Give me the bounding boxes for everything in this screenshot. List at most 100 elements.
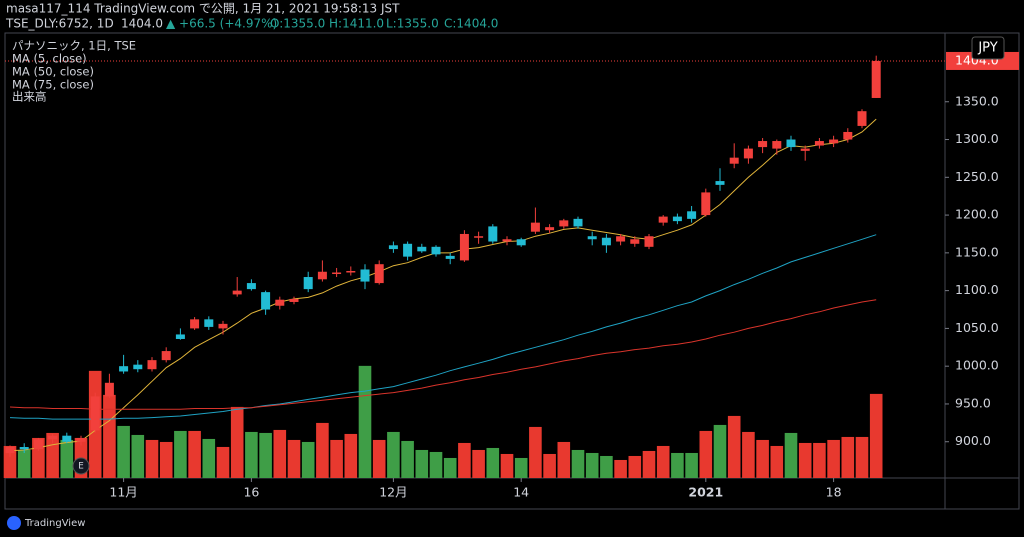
earnings-marker: E <box>78 462 84 472</box>
volume-bar <box>60 439 74 478</box>
volume-bar <box>358 365 372 478</box>
candle-body <box>62 435 72 442</box>
candle-body <box>104 382 114 397</box>
logo-icon <box>7 516 21 530</box>
legend-title: パナソニック, 1日, TSE <box>12 39 136 53</box>
volume-bar <box>557 441 571 478</box>
volume-bar <box>585 452 599 478</box>
candle-body <box>573 218 583 227</box>
candle-body <box>871 60 881 98</box>
y-tick-label: 1000.0 <box>955 358 999 373</box>
volume-bar <box>174 430 187 478</box>
candle-body <box>687 211 697 219</box>
volume-bar <box>131 434 145 478</box>
candle-body <box>190 319 200 329</box>
volume-bar <box>216 446 230 478</box>
y-tick-label: 1300.0 <box>955 131 999 146</box>
y-tick-label: 1050.0 <box>955 320 999 335</box>
volume-bar <box>600 455 613 478</box>
candle-body <box>672 216 682 222</box>
candle-body <box>161 351 171 361</box>
volume-bar <box>813 442 826 478</box>
candle-body <box>246 283 256 290</box>
candle-body <box>644 236 654 247</box>
volume-bar <box>330 439 343 478</box>
volume-bar <box>529 426 542 478</box>
y-tick-label: 950.0 <box>955 395 991 410</box>
candle-body <box>232 290 242 295</box>
currency-button[interactable] <box>971 36 1005 60</box>
volume-bar <box>628 455 642 478</box>
volume-bar <box>685 452 698 478</box>
candle-body <box>488 226 498 242</box>
candle-body <box>758 141 768 148</box>
ohlc-high: H:1411.0 <box>329 17 384 31</box>
volume-bar <box>614 459 627 478</box>
candle-body <box>133 364 143 370</box>
ohlc-low: L:1355.0 <box>386 17 439 31</box>
volume-bar <box>17 449 31 478</box>
volume-bar <box>514 457 528 478</box>
volume-bar <box>500 453 514 478</box>
volume-bar <box>756 439 769 478</box>
volume-bar <box>387 431 400 478</box>
volume-bar <box>543 453 556 478</box>
candle-body <box>360 269 370 282</box>
y-tick-label: 1200.0 <box>955 207 999 222</box>
x-tick-label: 16 <box>243 485 259 500</box>
volume-bar <box>188 430 201 478</box>
moving-average <box>9 234 877 420</box>
candle-body <box>743 148 753 159</box>
volume-bar <box>571 449 585 478</box>
volume-bar <box>230 406 244 478</box>
candle-body <box>474 236 484 238</box>
ohlc-close: C:1404.0 <box>444 17 498 31</box>
x-tick-label: 14 <box>513 485 529 500</box>
volume-bar <box>287 439 301 478</box>
candle-body <box>829 139 839 144</box>
candle-body <box>388 245 398 250</box>
volume-bar <box>401 440 414 478</box>
legend-ma: MA (50, close) <box>12 65 94 79</box>
candle-body <box>417 246 427 252</box>
volume-bar <box>727 415 741 478</box>
candle-body <box>800 148 810 151</box>
volume-bar <box>472 449 485 478</box>
currency[interactable]: JPY <box>977 41 997 56</box>
candle-body <box>729 157 739 164</box>
volume-bar <box>259 432 272 478</box>
volume-bar <box>145 439 159 478</box>
y-tick-label: 1250.0 <box>955 169 999 184</box>
symbol: TSE_DLY:6752, 1D <box>5 17 114 31</box>
volume-bar <box>301 441 315 478</box>
candle-body <box>516 239 526 246</box>
candle-body <box>616 236 626 242</box>
candle-body <box>76 437 86 442</box>
volume-bar <box>784 432 798 478</box>
candle-body <box>289 298 299 302</box>
plot: 900.0 950.0 1000.0 1050.0 1100.0 1150.0 1200.0… <box>3 51 1019 500</box>
candle-body <box>630 239 640 244</box>
x-tick-label: 18 <box>826 485 842 500</box>
volume-bar <box>372 439 386 478</box>
volume-bar <box>827 439 840 478</box>
volume-bar <box>344 433 358 478</box>
last-price: 1404.0 <box>121 17 163 31</box>
volume-bar <box>713 424 727 478</box>
volume-bar <box>117 425 130 478</box>
candle-body <box>843 131 853 140</box>
volume-bar <box>671 452 684 478</box>
x-tick-label: 12月 <box>379 485 407 500</box>
earnings-badge <box>72 457 90 475</box>
candle-body <box>403 243 413 257</box>
candle-body <box>48 435 58 440</box>
y-tick-label: 1150.0 <box>955 244 999 259</box>
candle-body <box>587 236 597 240</box>
candle-body <box>772 141 782 149</box>
ohlc-open: O:1355.0 <box>270 17 325 31</box>
candle-body <box>559 220 569 227</box>
legend-ma: MA (75, close) <box>12 78 94 92</box>
candle-body <box>431 246 441 255</box>
candle-body <box>275 299 285 306</box>
